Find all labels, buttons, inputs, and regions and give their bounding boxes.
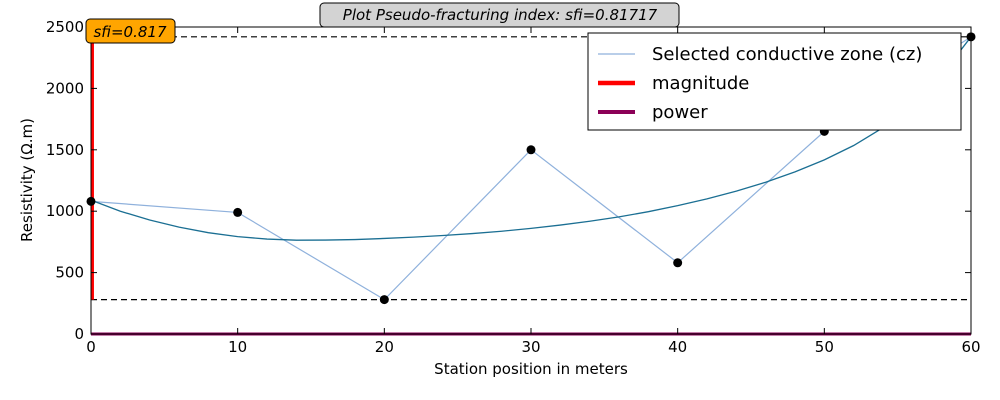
sfi-annotation: sfi=0.817 [85,18,176,44]
x-axis-label: Station position in meters [434,360,628,378]
legend: Selected conductive zone (cz) magnitude … [587,32,962,131]
y-axis-label: Resistivity (Ω.m) [18,118,36,242]
x-tick-label-60: 60 [961,338,980,356]
chart-title: Plot Pseudo-fracturing index: sfi=0.8171… [343,6,658,24]
chart-title-group: Plot Pseudo-fracturing index: sfi=0.8171… [319,2,680,28]
data-point-3 [526,145,536,155]
fit-curve [90,36,972,241]
legend-label-magnitude: magnitude [652,73,749,94]
x-tick-label-20: 20 [375,338,394,356]
y-tick-label-1000: 1000 [46,202,84,220]
x-tick-label-30: 30 [521,338,540,356]
y-tick-label-1500: 1500 [46,141,84,159]
y-tick-label-0: 0 [74,325,84,343]
y-tick-label-500: 500 [55,264,84,282]
legend-label-cz: Selected conductive zone (cz) [652,44,922,65]
x-tick-label-50: 50 [815,338,834,356]
x-tick-label-40: 40 [668,338,687,356]
y-tick-label-2000: 2000 [46,79,84,97]
sfi-annotation-box [85,18,176,44]
data-point-1 [233,207,243,217]
legend-label-power: power [652,102,708,123]
legend-box [587,32,962,131]
x-tick-label-10: 10 [228,338,247,356]
data-point-4 [673,258,683,268]
x-tick-label-0: 0 [86,338,96,356]
y-tick-label-2500: 2500 [46,18,84,36]
data-point-2 [379,295,389,305]
sfi-annotation-label: sfi=0.817 [93,23,166,41]
